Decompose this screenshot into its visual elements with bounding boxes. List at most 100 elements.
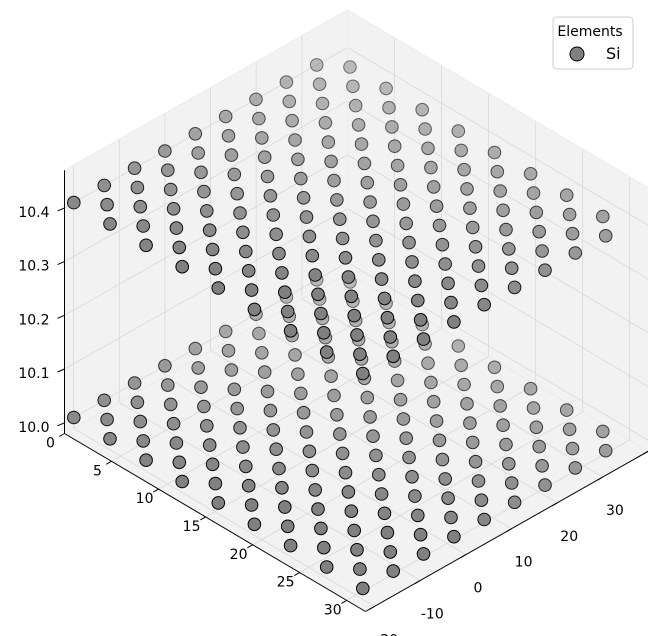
gridline-z bbox=[64, 262, 348, 424]
gridline-z bbox=[64, 208, 348, 370]
data-point-si bbox=[338, 250, 353, 265]
data-point-si bbox=[283, 538, 298, 553]
data-point-si bbox=[249, 92, 263, 107]
data-point-si bbox=[507, 280, 522, 295]
data-point-si bbox=[224, 148, 239, 162]
data-point-si bbox=[309, 58, 324, 72]
pane-edge bbox=[64, 272, 348, 434]
data-point-si bbox=[311, 287, 325, 302]
data-point-si bbox=[490, 379, 505, 394]
data-point-si bbox=[559, 188, 574, 202]
data-point-si bbox=[314, 521, 328, 536]
data-point-si bbox=[97, 178, 111, 193]
data-point-si bbox=[379, 81, 393, 96]
axes-panes bbox=[64, 9, 648, 612]
data-point-si bbox=[161, 378, 175, 392]
data-point-si bbox=[474, 493, 489, 508]
gridline-y bbox=[210, 350, 512, 530]
data-point-si bbox=[194, 165, 208, 180]
x-tick-mark bbox=[153, 488, 159, 493]
data-point-si bbox=[390, 373, 405, 388]
pane-back bbox=[347, 9, 648, 451]
data-point-si bbox=[415, 102, 430, 117]
data-point-si bbox=[568, 246, 583, 260]
data-point-si bbox=[444, 295, 458, 310]
gridline-z bbox=[64, 100, 348, 262]
data-point-si bbox=[302, 229, 317, 244]
data-point-si bbox=[330, 193, 344, 207]
data-point-si bbox=[383, 330, 398, 344]
data-point-si bbox=[247, 302, 262, 317]
data-point-si bbox=[324, 369, 338, 384]
z-tick-label: 10.4 bbox=[18, 205, 49, 221]
data-point-si bbox=[372, 252, 386, 267]
data-point-si bbox=[369, 448, 383, 463]
data-point-si bbox=[302, 444, 317, 459]
x-tick-label: 20 bbox=[230, 547, 248, 563]
data-point-si bbox=[130, 395, 145, 410]
data-point-si bbox=[353, 562, 367, 576]
data-point-si bbox=[350, 543, 364, 557]
data-point-si bbox=[224, 363, 239, 377]
data-point-si bbox=[221, 343, 236, 358]
data-point-si bbox=[463, 416, 477, 430]
data-point-si bbox=[372, 467, 386, 482]
data-point-si bbox=[418, 122, 432, 136]
axes-ticks: 051015202530-20-1001020304010.010.110.21… bbox=[18, 205, 648, 636]
data-point-si bbox=[421, 141, 435, 156]
data-point-si bbox=[344, 289, 359, 304]
data-point-si bbox=[360, 390, 375, 405]
data-point-si bbox=[312, 77, 327, 91]
data-point-si bbox=[291, 367, 305, 382]
data-point-si bbox=[344, 504, 359, 519]
data-point-si bbox=[471, 474, 486, 488]
data-point-si bbox=[351, 118, 366, 132]
data-point-si bbox=[308, 268, 323, 282]
data-point-si bbox=[191, 361, 205, 375]
z-tick-mark bbox=[57, 314, 65, 319]
x-tick-mark bbox=[341, 599, 347, 604]
data-point-si bbox=[496, 203, 510, 218]
data-point-si bbox=[257, 365, 272, 379]
data-point-si bbox=[451, 124, 466, 138]
data-point-si bbox=[363, 195, 377, 209]
data-point-si bbox=[399, 431, 414, 446]
gridline-y bbox=[73, 427, 375, 607]
y-tick-mark bbox=[505, 528, 512, 533]
data-point-si bbox=[438, 257, 453, 271]
data-point-si bbox=[127, 161, 142, 175]
data-point-si bbox=[285, 113, 299, 128]
data-point-si bbox=[408, 274, 422, 289]
data-point-si bbox=[532, 439, 547, 454]
data-point-si bbox=[330, 408, 344, 422]
data-point-si bbox=[374, 272, 389, 286]
data-point-si bbox=[435, 237, 450, 252]
data-point-si bbox=[130, 180, 145, 195]
data-point-si bbox=[275, 266, 289, 280]
data-point-si bbox=[565, 226, 580, 241]
gridline-x bbox=[299, 411, 583, 573]
data-point-si bbox=[133, 199, 148, 214]
data-point-si bbox=[205, 457, 220, 472]
data-point-si bbox=[266, 423, 281, 437]
data-point-si bbox=[363, 410, 377, 424]
data-point-si bbox=[319, 560, 334, 574]
data-point-si bbox=[100, 197, 114, 212]
data-point-si bbox=[227, 382, 242, 397]
z-tick-label: 10.2 bbox=[18, 312, 49, 328]
data-point-si bbox=[327, 173, 341, 188]
pane-floor bbox=[64, 273, 648, 612]
data-point-si bbox=[532, 224, 547, 239]
data-point-si bbox=[269, 227, 284, 242]
data-point-si bbox=[341, 270, 356, 284]
data-point-si bbox=[460, 397, 474, 411]
data-point-si bbox=[356, 581, 370, 596]
gridline-z bbox=[347, 262, 648, 441]
x-tick-label: 10 bbox=[136, 491, 154, 507]
data-point-si bbox=[354, 137, 369, 151]
data-point-si bbox=[493, 184, 508, 198]
data-point-si bbox=[288, 133, 302, 147]
data-point-si bbox=[447, 315, 461, 329]
data-point-si bbox=[377, 506, 392, 521]
